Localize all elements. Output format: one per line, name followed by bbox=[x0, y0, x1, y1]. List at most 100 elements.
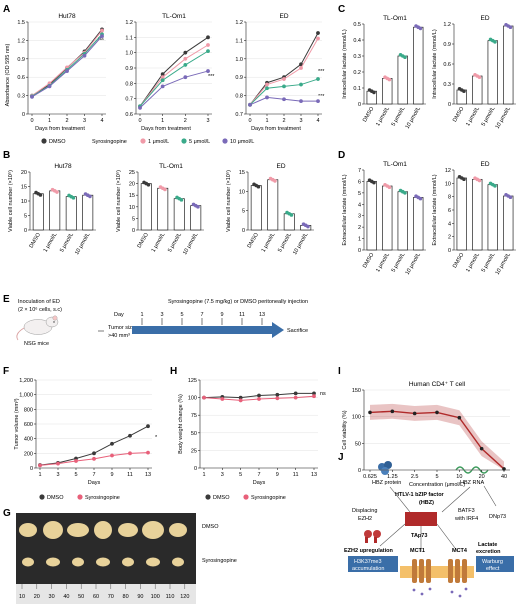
j-arrow-dnp73 bbox=[483, 485, 497, 507]
ruler-label: 20 bbox=[34, 594, 40, 600]
chart-title: Hut78 bbox=[58, 13, 76, 20]
ruler-label: 40 bbox=[63, 594, 69, 600]
data-point bbox=[238, 398, 243, 403]
x-tick-label: 5 μmol/L bbox=[481, 252, 497, 273]
y-tick-label: 5 bbox=[24, 214, 27, 220]
ruler-label: 80 bbox=[123, 594, 129, 600]
data-point bbox=[183, 56, 188, 61]
bar bbox=[49, 190, 61, 231]
panel-g-photo: 10 20 30 40 50 60 70 80 90 100 110 120 DMSO Syrosin… bbox=[16, 513, 237, 604]
x-tick-label: 5 bbox=[239, 472, 242, 478]
j-mct4: MCT4 bbox=[452, 548, 468, 554]
tumor-syrosingopine bbox=[146, 557, 160, 567]
y-tick-label: 7 bbox=[358, 168, 361, 174]
replicate-point bbox=[403, 191, 407, 195]
y-tick-label: 1.0 bbox=[235, 57, 243, 63]
y-tick-label: 0.9 bbox=[125, 66, 133, 72]
y-tick-label: 15 bbox=[129, 193, 135, 199]
y-tick-label: 0.7 bbox=[125, 97, 133, 103]
y-tick-label: 0 bbox=[242, 228, 245, 234]
tumor-syrosingopine bbox=[96, 557, 110, 567]
bar bbox=[456, 177, 467, 251]
y-tick-label: 0 bbox=[24, 228, 27, 234]
chart-2: ED 0.7 0.8 0.9 1.0 1.1 1.2 0 1 2 3 4 bbox=[235, 13, 322, 124]
replicate-point bbox=[163, 187, 167, 192]
replicate-point bbox=[146, 183, 151, 187]
replicate-point bbox=[179, 198, 184, 202]
legend-dmso-label: DMSO bbox=[49, 139, 66, 145]
data-point bbox=[282, 97, 286, 102]
y-axis-label: Cell viability (%) bbox=[342, 410, 348, 449]
data-point bbox=[299, 62, 303, 67]
data-point bbox=[293, 391, 298, 396]
y-tick-label: 1.2 bbox=[125, 20, 133, 26]
y-tick-label: 0 bbox=[30, 466, 33, 472]
y-axis-label: Viable cell number (×10⁵) bbox=[7, 170, 14, 232]
y-tick-label: 6 bbox=[358, 179, 361, 185]
data-point bbox=[110, 441, 114, 446]
data-point bbox=[38, 463, 42, 468]
data-point bbox=[160, 84, 165, 89]
data-point bbox=[100, 28, 104, 33]
y-tick-label: 100 bbox=[188, 396, 197, 402]
bar bbox=[157, 187, 169, 231]
x-tick-label: 40 bbox=[501, 474, 507, 480]
y-tick-label: 1.2 bbox=[17, 38, 25, 44]
y-tick-label: 0.5 bbox=[353, 22, 361, 28]
mct1-transporter-icon bbox=[412, 559, 431, 583]
legend-dmso-marker bbox=[41, 138, 47, 144]
e-cells: (2 × 10⁶ cells, s.c) bbox=[18, 306, 62, 313]
legend-syro-label: Syrosingopine bbox=[92, 139, 127, 145]
x-tick-label: 1 μmol/L bbox=[375, 252, 391, 273]
tap73-gene-box bbox=[405, 512, 437, 526]
y-tick-label: 0.2 bbox=[353, 70, 361, 76]
chart-12: Human CD4⁺ T cell Cell viability (%) 0 50 10… bbox=[342, 381, 510, 488]
y-tick-label: 4 bbox=[358, 202, 361, 208]
data-point bbox=[312, 391, 316, 396]
e-day-number: 11 bbox=[239, 312, 245, 318]
bar bbox=[397, 191, 408, 251]
data-point bbox=[183, 63, 188, 67]
data-point bbox=[257, 397, 261, 401]
y-tick-label: 5 bbox=[358, 191, 361, 197]
data-point bbox=[435, 410, 439, 415]
y-tick-label: 10 bbox=[445, 181, 451, 187]
x-tick-label: 3 bbox=[206, 118, 209, 124]
bar bbox=[82, 194, 94, 231]
panel-a-xlabel-2: Days from treatment bbox=[141, 126, 191, 132]
j-ezh2-up: EZH2 upregulation bbox=[344, 548, 394, 554]
chart-title: TL-Om1 bbox=[159, 163, 183, 170]
x-axis-label: Concentration (μmol/L) bbox=[409, 482, 465, 488]
replicate-point bbox=[477, 75, 482, 79]
replicate-point bbox=[256, 184, 261, 189]
x-tick-label: 11 bbox=[293, 472, 299, 478]
replicate-point bbox=[462, 177, 466, 181]
x-tick-label: 10 bbox=[456, 474, 462, 480]
y-axis-label: Intracellular lactate (mmol/L) bbox=[432, 29, 438, 99]
x-tick-label: 5 bbox=[435, 474, 438, 480]
bar bbox=[397, 55, 408, 105]
x-tick-label: 5 μmol/L bbox=[391, 252, 407, 273]
y-tick-label: 8 bbox=[448, 195, 451, 201]
data-point bbox=[293, 395, 298, 400]
y-tick-label: 0 bbox=[448, 102, 451, 108]
replicate-point bbox=[372, 180, 376, 185]
y-tick-label: 0 bbox=[448, 248, 451, 254]
e-day-number: 3 bbox=[160, 312, 163, 318]
bar bbox=[366, 181, 377, 251]
y-tick-label: 1,000 bbox=[19, 393, 33, 399]
y-tick-label: 0.6 bbox=[125, 112, 133, 118]
panel-a-sig-2: *** bbox=[318, 69, 325, 75]
data-point bbox=[128, 433, 132, 438]
data-point bbox=[275, 396, 280, 401]
y-tick-label: 10 bbox=[21, 199, 27, 205]
panel-a-ns: ns bbox=[98, 36, 104, 42]
chart-title: ED bbox=[480, 161, 489, 168]
tumor-dmso bbox=[94, 521, 112, 539]
replicate-point bbox=[387, 185, 392, 189]
x-tick-label: 11 bbox=[127, 472, 133, 478]
series-line bbox=[139, 36, 209, 107]
e-day-ticks: 1 3 5 7 9 11 13 bbox=[140, 312, 265, 325]
x-tick-label: DMSO bbox=[452, 251, 466, 269]
